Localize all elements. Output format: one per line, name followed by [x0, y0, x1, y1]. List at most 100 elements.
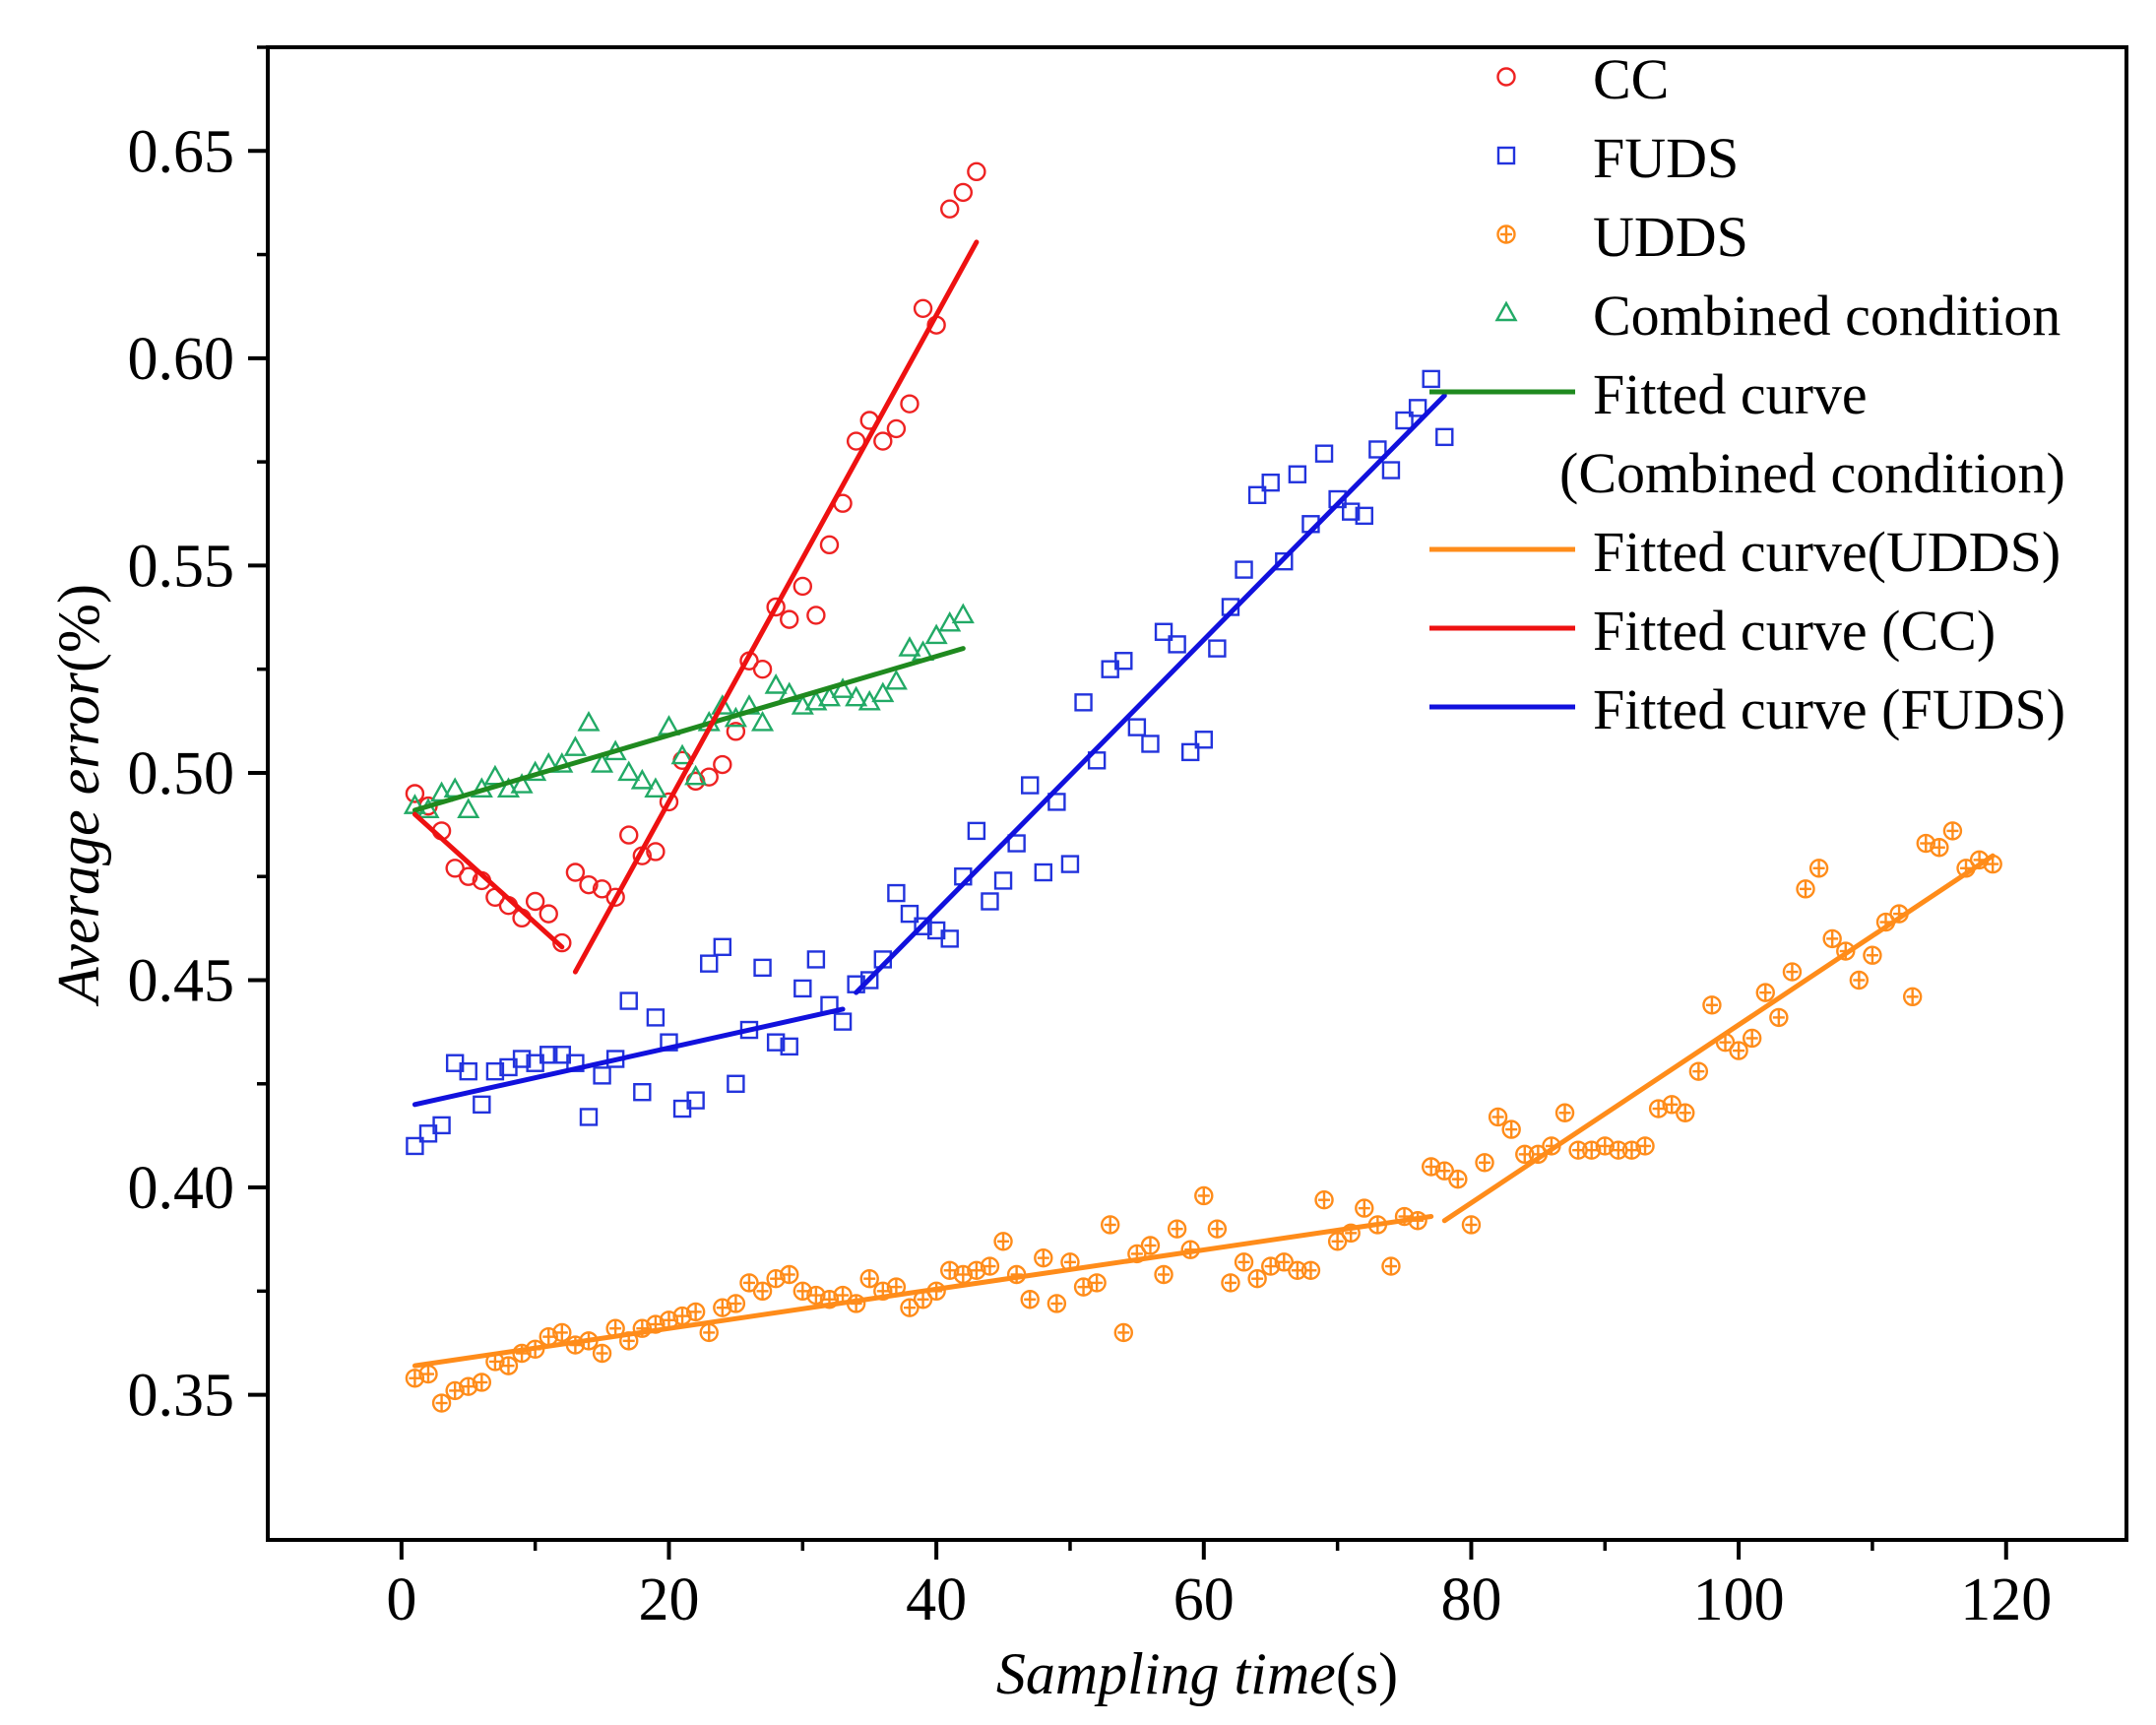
- data-point-udds: [967, 1260, 986, 1280]
- legend-entry-fitted-curve-combined-condition: Fitted curve (Combined condition): [1429, 362, 2065, 505]
- data-point-udds: [1702, 995, 1722, 1015]
- data-point-fuds: [1168, 635, 1186, 654]
- data-point-fuds: [406, 1136, 424, 1156]
- plot-frame: [266, 45, 2128, 1542]
- data-point-fuds: [981, 892, 999, 911]
- data-point-udds: [1755, 983, 1775, 1002]
- data-point-udds: [699, 1322, 719, 1343]
- data-point-cc: [445, 859, 465, 878]
- data-point-combined-condition: [591, 752, 614, 773]
- fit-line-fitted-curve-cc: [412, 811, 565, 950]
- legend-entry-udds: UDDS: [1496, 205, 1748, 269]
- data-point-cc: [459, 866, 478, 886]
- data-point-combined-condition: [871, 681, 895, 703]
- data-point-cc: [713, 754, 732, 775]
- data-point-udds: [859, 1268, 879, 1289]
- data-point-udds: [1113, 1322, 1133, 1343]
- data-point-udds: [1327, 1232, 1348, 1251]
- data-point-udds: [1261, 1256, 1281, 1276]
- data-point-combined-condition: [510, 773, 534, 794]
- y-tick-label: 0.50: [128, 740, 235, 807]
- data-point-cc: [913, 298, 933, 318]
- data-point-udds: [418, 1364, 438, 1384]
- series-fuds: [406, 369, 1454, 1156]
- fit-line-fitted-curve-udds: [1441, 853, 1996, 1224]
- data-point-udds: [726, 1294, 746, 1313]
- data-point-udds: [1073, 1277, 1094, 1297]
- data-point-cc: [646, 842, 666, 862]
- y-tick-label: 0.60: [128, 326, 235, 393]
- y-axis-title-unit: (%): [46, 584, 111, 672]
- data-point-udds: [1434, 1161, 1454, 1181]
- legend-label: Fitted curve (CC): [1593, 599, 1996, 663]
- y-axis-title-main: Average error: [46, 671, 111, 1007]
- legend-entry-combined-condition: Combined condition: [1494, 284, 2061, 348]
- data-point-fuds: [1247, 485, 1267, 504]
- legend-label: Combined condition: [1593, 284, 2061, 348]
- data-point-udds: [1554, 1103, 1575, 1122]
- data-point-udds: [1635, 1136, 1655, 1156]
- data-point-cc: [819, 535, 840, 555]
- legend-marker-cc: [1496, 67, 1516, 87]
- data-point-udds: [1676, 1103, 1695, 1122]
- data-point-udds: [739, 1273, 759, 1293]
- data-point-udds: [1796, 879, 1815, 899]
- data-point-udds: [1381, 1256, 1401, 1276]
- data-point-fuds: [1047, 793, 1066, 811]
- data-point-fuds: [1007, 834, 1026, 853]
- data-point-combined-condition: [483, 764, 507, 786]
- y-tick-label: 0.55: [128, 533, 235, 600]
- data-point-fuds: [753, 958, 772, 978]
- data-point-fuds: [579, 1108, 599, 1126]
- x-tick-label: 0: [386, 1566, 416, 1633]
- data-point-cc: [900, 394, 919, 414]
- data-point-fuds: [700, 954, 719, 973]
- data-point-udds: [1046, 1294, 1067, 1313]
- legend-entry-fuds: FUDS: [1496, 126, 1739, 190]
- x-axis-title-main: Sampling time: [996, 1641, 1336, 1706]
- data-point-udds: [1355, 1198, 1374, 1218]
- data-point-combined-condition: [711, 694, 734, 715]
- data-point-combined-condition: [496, 777, 521, 798]
- data-point-udds: [1140, 1236, 1161, 1255]
- data-point-udds: [900, 1298, 919, 1317]
- data-point-fuds: [633, 1082, 652, 1102]
- data-point-combined-condition: [804, 689, 828, 711]
- legend-marker-combined-condition: [1494, 300, 1518, 322]
- data-point-combined-condition: [617, 760, 641, 782]
- fit-line-fitted-curve-combined-condition: [412, 646, 966, 813]
- legend-marker-udds: [1496, 224, 1516, 244]
- data-point-udds: [1729, 1041, 1748, 1060]
- data-point-cc: [940, 199, 960, 219]
- data-point-fuds: [473, 1095, 491, 1115]
- y-tick-label: 0.65: [128, 118, 235, 185]
- data-point-cc: [793, 576, 813, 597]
- data-point-fuds: [1275, 551, 1294, 571]
- legend-entry-fitted-curve-udds: Fitted curve(UDDS): [1429, 520, 2061, 584]
- data-point-udds: [1247, 1268, 1267, 1289]
- data-point-combined-condition: [684, 764, 708, 786]
- data-point-combined-condition: [644, 777, 667, 798]
- data-point-combined-condition: [577, 710, 601, 732]
- data-point-fuds: [713, 937, 732, 957]
- data-point-fuds: [1261, 473, 1280, 492]
- data-point-fuds: [900, 904, 919, 924]
- fit-line-fitted-curve-fuds: [854, 393, 1447, 995]
- data-point-udds: [1314, 1189, 1334, 1210]
- fit-lines: [412, 239, 1996, 1369]
- data-point-cc: [539, 904, 558, 924]
- legend-entry-fitted-curve-cc: Fitted curve (CC): [1429, 599, 1996, 663]
- data-point-udds: [1808, 859, 1829, 878]
- data-point-udds: [1902, 987, 1923, 1007]
- data-point-combined-condition: [924, 623, 948, 645]
- x-tick-label: 100: [1693, 1566, 1785, 1633]
- data-point-fuds: [1435, 427, 1454, 447]
- data-point-combined-condition: [898, 636, 921, 657]
- x-axis: 0 20 40 60 80 100 120: [386, 1540, 2052, 1633]
- data-point-cc: [766, 597, 786, 617]
- data-point-cc: [953, 182, 974, 203]
- data-point-udds: [1020, 1290, 1040, 1310]
- data-point-fuds: [993, 871, 1013, 890]
- data-point-fuds: [1408, 399, 1427, 417]
- data-point-combined-condition: [670, 743, 694, 765]
